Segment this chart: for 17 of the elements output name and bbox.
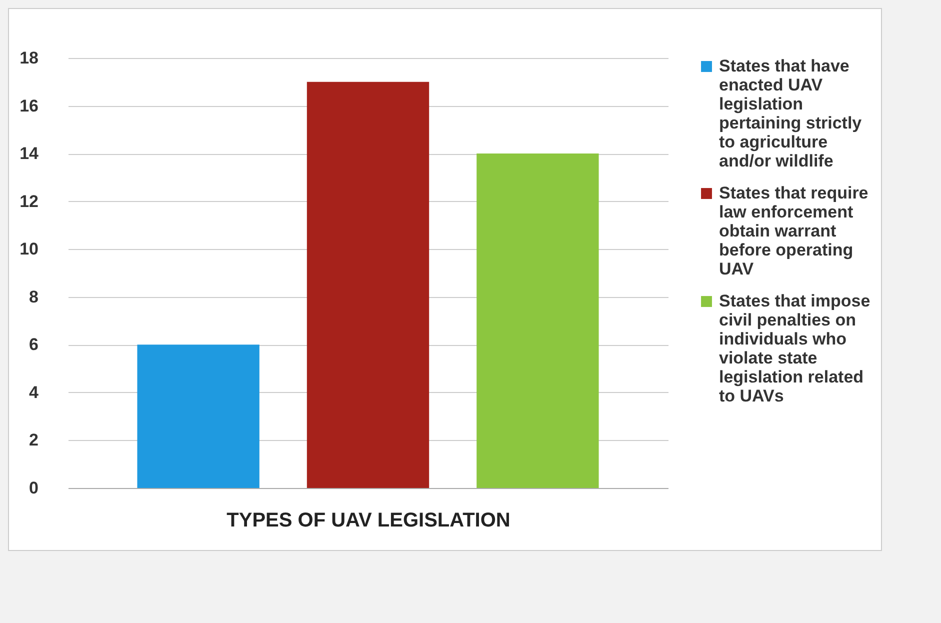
bar bbox=[306, 82, 430, 488]
y-tick-label: 8 bbox=[29, 287, 38, 306]
legend-label: States that have enacted UAV legislation pertaining strictly to agriculture and/or wildlife bbox=[719, 56, 862, 170]
y-tick-label: 12 bbox=[20, 192, 38, 211]
y-tick-label: 18 bbox=[20, 48, 38, 68]
bar bbox=[476, 154, 599, 488]
y-tick-label: 16 bbox=[20, 96, 38, 116]
y-tick-label: 10 bbox=[20, 240, 38, 259]
legend-label: States that impose civil penalties on individuals who violate state legislation related to UAVs bbox=[719, 292, 870, 406]
x-axis-title: TYPES OF UAV LEGISLATION bbox=[226, 510, 510, 532]
y-tick-label: 14 bbox=[20, 144, 40, 164]
y-tick-label: 0 bbox=[29, 478, 38, 498]
bar bbox=[137, 344, 260, 488]
y-tick-label: 4 bbox=[29, 382, 40, 402]
legend-label: States that require law enforcement obtain warrant before operating UAV bbox=[719, 184, 868, 278]
y-tick-label: 6 bbox=[29, 335, 38, 354]
y-tick-label: 2 bbox=[29, 430, 38, 450]
